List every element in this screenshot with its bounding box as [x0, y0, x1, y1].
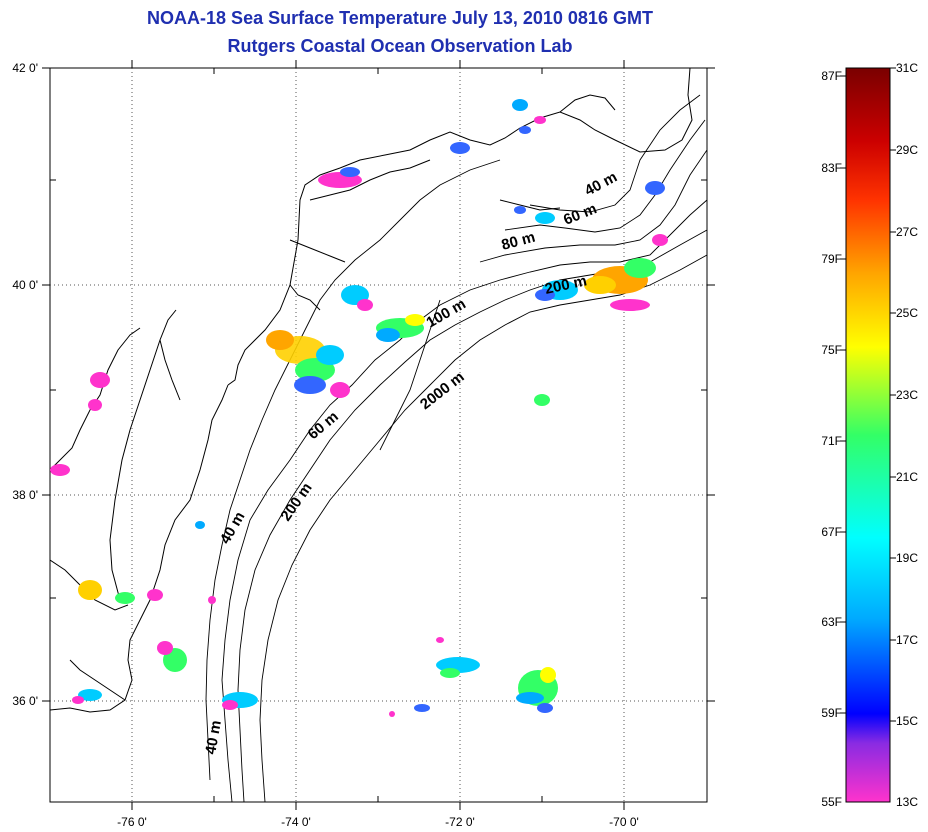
- colorbar-f-label: 79F: [821, 252, 842, 266]
- graticule: [50, 68, 707, 802]
- isobaths: [205, 94, 707, 802]
- tick-marks: [42, 60, 715, 810]
- colorbar-f-label: 67F: [821, 525, 842, 539]
- lat-label: 42 0': [12, 61, 38, 75]
- colorbar-fahrenheit-labels: 87F 83F 79F 75F 71F 67F 63F 59F 55F: [821, 69, 842, 809]
- colorbar-f-label: 63F: [821, 615, 842, 629]
- colorbar-c-label: 27C: [896, 225, 918, 239]
- map-title-line1: NOAA-18 Sea Surface Temperature July 13,…: [147, 8, 653, 28]
- map-title-line2: Rutgers Coastal Ocean Observation Lab: [227, 36, 573, 56]
- longitude-labels: -76 0' -74 0' -72 0' -70 0': [117, 815, 639, 829]
- latitude-labels: 42 0' 40 0' 38 0' 36 0': [12, 61, 38, 708]
- colorbar-c-label: 23C: [896, 388, 918, 402]
- colorbar-f-label: 71F: [821, 434, 842, 448]
- isobath-label-40m-far-south: 40 m: [202, 719, 225, 756]
- colorbar-c-label: 31C: [896, 61, 918, 75]
- lat-label: 36 0': [12, 694, 38, 708]
- colorbar-f-label: 75F: [821, 343, 842, 357]
- lat-label: 38 0': [12, 488, 38, 502]
- colorbar-c-label: 21C: [896, 470, 918, 484]
- colorbar-f-label: 83F: [821, 161, 842, 175]
- colorbar-f-label: 59F: [821, 706, 842, 720]
- colorbar-ticks: [840, 67, 896, 722]
- colorbar: [845, 67, 891, 803]
- colorbar-f-label: 87F: [821, 69, 842, 83]
- colorbar-c-label: 19C: [896, 551, 918, 565]
- lon-label: -74 0': [281, 815, 311, 829]
- lat-label: 40 0': [12, 278, 38, 292]
- colorbar-celsius-labels: 31C 29C 27C 25C 23C 21C 19C 17C 15C 13C: [896, 61, 918, 809]
- map-frame: [49, 67, 708, 803]
- coastline: [50, 68, 693, 713]
- lon-label: -70 0': [609, 815, 639, 829]
- colorbar-c-label: 17C: [896, 633, 918, 647]
- colorbar-f-label: 55F: [821, 795, 842, 809]
- colorbar-c-label: 29C: [896, 143, 918, 157]
- colorbar-c-label: 13C: [896, 795, 918, 809]
- lon-label: -72 0': [445, 815, 475, 829]
- colorbar-c-label: 25C: [896, 306, 918, 320]
- sst-patches: [50, 99, 668, 717]
- colorbar-c-label: 15C: [896, 714, 918, 728]
- lon-label: -76 0': [117, 815, 147, 829]
